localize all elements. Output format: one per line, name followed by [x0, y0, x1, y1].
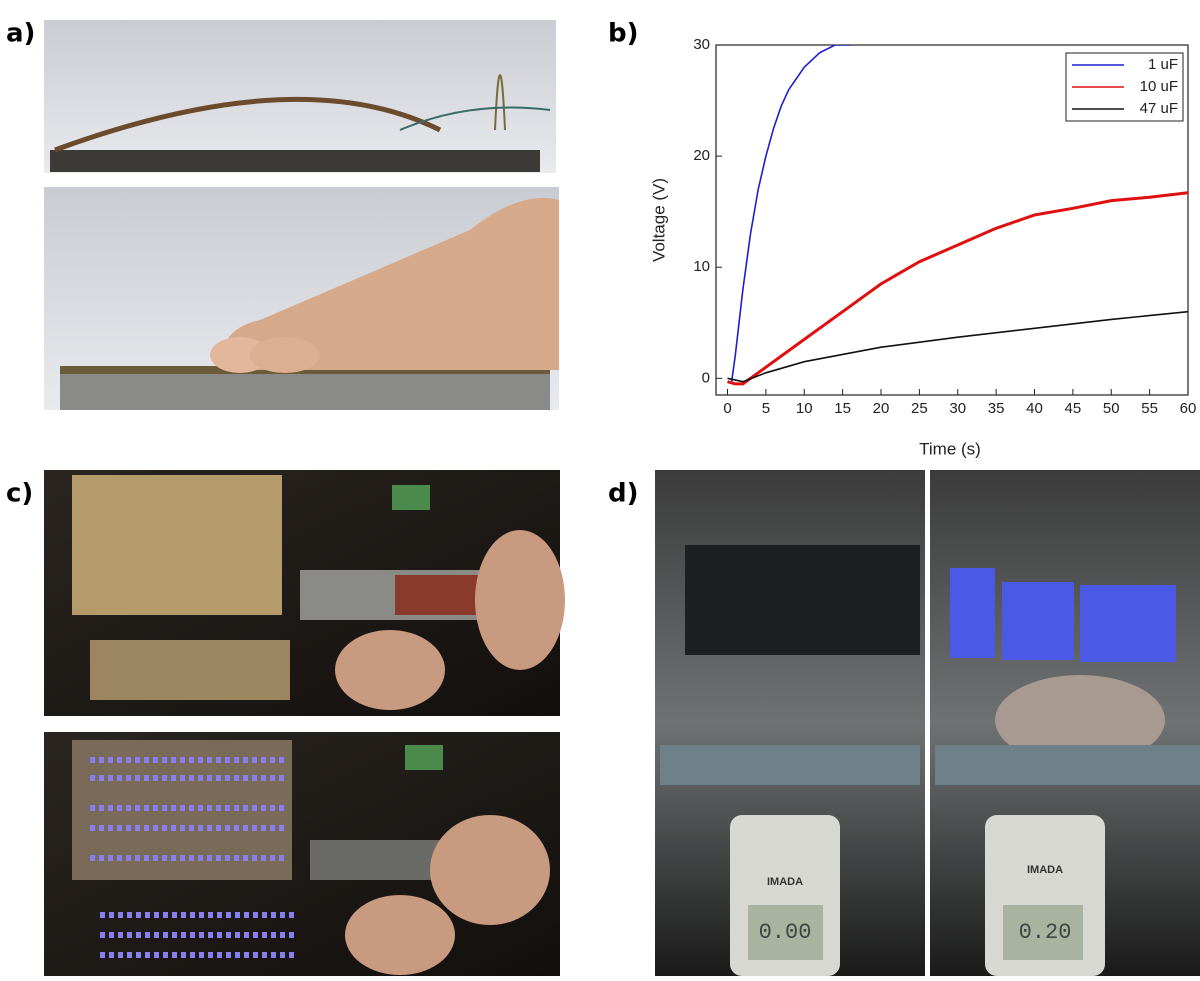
y-tick-label: 20 [693, 147, 710, 164]
y-tick-label: 0 [702, 369, 710, 386]
legend-label: 1 uF [1148, 56, 1178, 73]
series-line [728, 193, 1189, 384]
x-tick-label: 10 [796, 400, 813, 417]
x-tick-label: 60 [1180, 400, 1197, 417]
gauge-reading: 0.00 [759, 920, 812, 945]
panel-label: a) [6, 19, 35, 49]
y-axis-title: Voltage (V) [649, 178, 668, 262]
photo-c-bottom [44, 732, 560, 976]
gauge-brand: IMADA [1027, 864, 1063, 876]
x-tick-label: 25 [911, 400, 928, 417]
y-tick-label: 10 [693, 258, 710, 275]
photo-c-top [44, 470, 565, 716]
x-tick-label: 40 [1026, 400, 1043, 417]
x-tick-label: 50 [1103, 400, 1120, 417]
series-line [731, 45, 850, 384]
panel-label: c) [6, 479, 33, 509]
panel-label: d) [608, 479, 639, 509]
legend-label: 10 uF [1140, 78, 1178, 95]
y-tick-label: 30 [693, 36, 710, 53]
x-tick-label: 15 [834, 400, 851, 417]
x-axis-title: Time (s) [919, 439, 981, 458]
x-tick-label: 0 [723, 400, 731, 417]
photo-d-left: IMADA 0.00 [655, 470, 925, 976]
panel-label: b) [608, 19, 639, 49]
figure: IMADA 0.00 IMADA 0.20 a) b) c) d) Time (… [0, 0, 1200, 976]
legend-label: 47 uF [1140, 100, 1178, 117]
x-tick-label: 20 [873, 400, 890, 417]
photo-a-bottom [44, 187, 559, 410]
gauge-reading: 0.20 [1019, 920, 1072, 945]
photo-d-right: IMADA 0.20 [930, 470, 1200, 976]
x-tick-label: 35 [988, 400, 1005, 417]
chart: 0 5 10 15 20 25 30 35 40 45 50 55 60 0 10 20 30 1 uF 10 uF… [693, 36, 1196, 417]
x-tick-label: 55 [1141, 400, 1158, 417]
gauge-brand: IMADA [767, 876, 803, 888]
x-tick-label: 30 [949, 400, 966, 417]
photo-a-top [44, 20, 556, 173]
x-tick-label: 45 [1065, 400, 1082, 417]
x-tick-label: 5 [762, 400, 770, 417]
